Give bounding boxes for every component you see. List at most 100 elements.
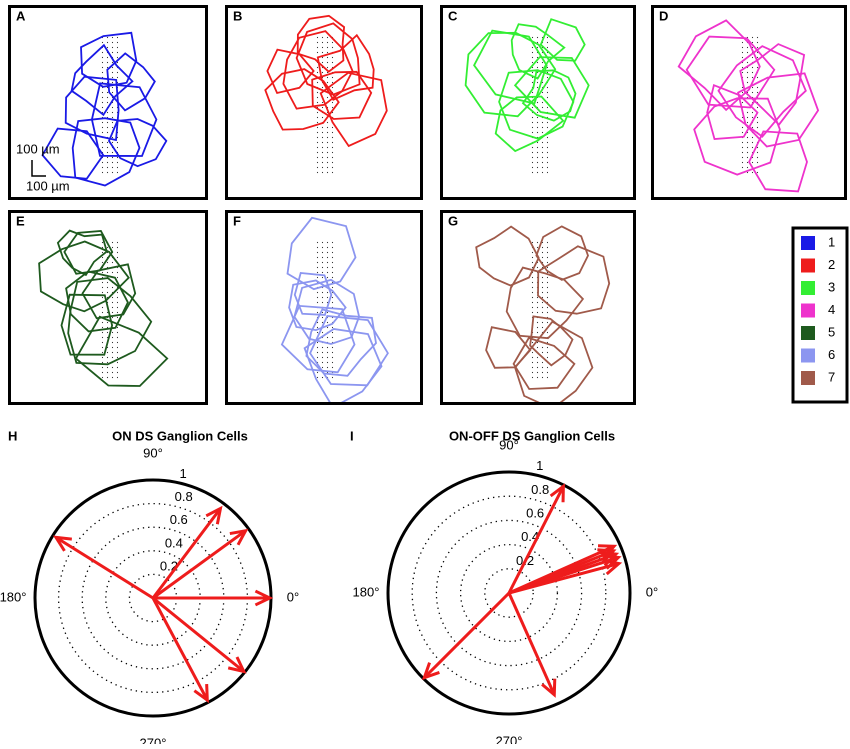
- cell-outline: [296, 14, 346, 73]
- cell-outline: [70, 43, 134, 117]
- legend-swatch: [801, 326, 815, 340]
- scale-vertical: 100 µm: [16, 141, 60, 156]
- legend-label: 5: [828, 324, 835, 339]
- cell-outline: [60, 293, 114, 356]
- cell-outline: [498, 69, 575, 140]
- cell-outline: [521, 69, 577, 122]
- panel-label: D: [659, 8, 668, 23]
- panel-frame: [440, 210, 636, 405]
- cell-outline: [107, 118, 168, 168]
- cell-outline: [537, 245, 611, 315]
- arrow-head: [541, 678, 557, 698]
- arrow-shaft: [508, 544, 615, 595]
- cell-outline: [505, 266, 585, 340]
- panel: F: [225, 210, 423, 405]
- legend-swatch: [801, 348, 815, 363]
- cell-outline: [717, 45, 807, 138]
- panel-label: G: [448, 213, 458, 228]
- r-tick-label: 0.4: [165, 535, 183, 550]
- cell-outline: [319, 71, 388, 148]
- r-tick-label: 0.6: [170, 512, 188, 527]
- panel-frame: [225, 210, 423, 405]
- scale-horizontal: 100 µm: [26, 178, 70, 193]
- cell-outline: [41, 127, 105, 180]
- cell-outline: [513, 56, 590, 119]
- cell-outline: [514, 320, 594, 405]
- theta-tick-label: 180°: [353, 584, 380, 599]
- cell-outline: [293, 272, 333, 316]
- r-tick-label: 0.2: [160, 558, 178, 573]
- cell-outline: [706, 83, 759, 140]
- cell-outline: [739, 43, 806, 126]
- cell-outline: [748, 130, 808, 193]
- arrow-shaft: [151, 597, 209, 701]
- cell-outline: [293, 278, 361, 345]
- cell-outline: [475, 225, 540, 287]
- arrow-shaft: [507, 485, 565, 594]
- legend-frame: [791, 226, 849, 404]
- panel-label: H: [8, 428, 17, 443]
- cell-outline: [316, 33, 375, 101]
- arrow-shaft: [423, 591, 511, 679]
- cell-outline: [305, 308, 377, 377]
- arrow-head: [597, 544, 618, 560]
- arrow: [508, 544, 618, 595]
- cell-outline: [286, 216, 357, 291]
- theta-tick-label: 270°: [496, 733, 523, 744]
- arrow: [421, 591, 511, 681]
- cell-outline: [535, 225, 589, 281]
- legend-label: 4: [828, 302, 835, 317]
- arrow-head: [254, 589, 274, 607]
- cell-outline: [56, 229, 108, 277]
- panel: A: [8, 5, 208, 200]
- outlines: [41, 31, 168, 187]
- cell-outline: [510, 23, 566, 80]
- arrow-head: [229, 528, 249, 546]
- arrow: [152, 528, 249, 600]
- arrow-shaft: [507, 592, 556, 696]
- cell-outline: [539, 18, 586, 62]
- arrow-head: [193, 684, 209, 704]
- outlines: [475, 225, 611, 405]
- arrow-shaft: [55, 536, 154, 600]
- cell-outline: [485, 326, 532, 369]
- panel-frame: [225, 5, 423, 200]
- panel-label: C: [448, 8, 458, 23]
- cell-outline: [106, 52, 156, 112]
- r-tick-label: 1: [180, 466, 187, 481]
- legend-swatch: [801, 281, 815, 295]
- grid-circle: [411, 495, 607, 691]
- legend-label: 7: [828, 369, 835, 384]
- legend-label: 3: [828, 279, 835, 294]
- cell-outline: [71, 117, 141, 187]
- cell-outline: [64, 75, 120, 142]
- panel: D: [651, 5, 847, 200]
- theta-tick-label: 180°: [0, 589, 26, 604]
- outlines: [280, 216, 389, 405]
- cell-outline: [311, 70, 373, 120]
- theta-tick-label: 0°: [646, 584, 658, 599]
- arrow-head: [53, 535, 73, 552]
- panel: B: [225, 5, 423, 200]
- r-tick-label: 0.8: [175, 489, 193, 504]
- panel-label: A: [16, 8, 26, 23]
- outlines: [38, 229, 169, 387]
- panel: E: [8, 210, 208, 405]
- legend-label: 2: [828, 257, 835, 272]
- arrow: [151, 597, 209, 704]
- panel-label: E: [16, 213, 25, 228]
- theta-tick-label: 90°: [499, 437, 519, 452]
- arrow-shaft: [152, 596, 245, 673]
- outlines: [677, 19, 820, 193]
- outlines: [264, 14, 388, 148]
- scale-bar: [31, 160, 46, 177]
- cell-outline: [303, 328, 383, 405]
- legend-swatch: [801, 303, 815, 318]
- panel-frame: [440, 5, 636, 200]
- cell-outline: [280, 304, 356, 374]
- legend-swatch: [801, 236, 815, 250]
- arrow-head: [421, 662, 440, 681]
- chart-title: ON-OFF DS Ganglion Cells: [449, 428, 615, 443]
- panel-label: I: [350, 428, 354, 443]
- cell-outline: [38, 240, 130, 313]
